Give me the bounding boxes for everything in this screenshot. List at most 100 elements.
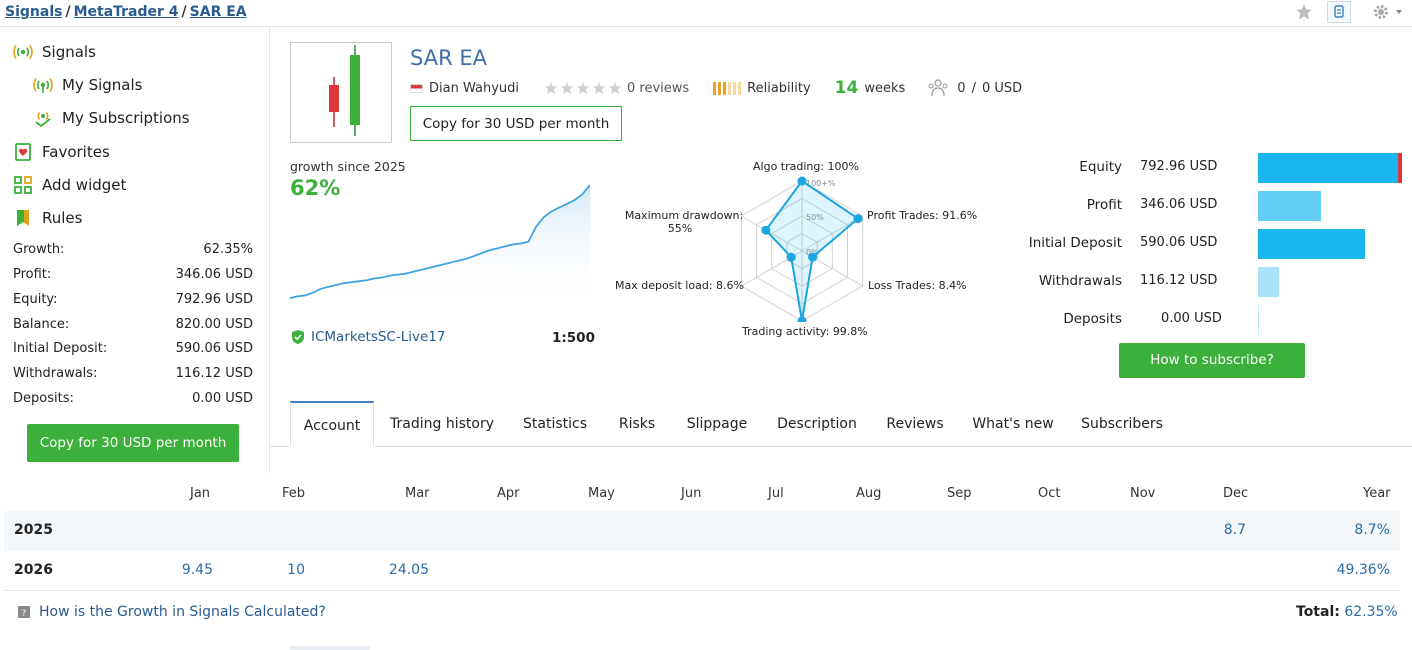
sidebar-copy-button[interactable]: Copy for 30 USD per month bbox=[27, 424, 239, 462]
bar-label-equity: Equity bbox=[1079, 159, 1122, 175]
growth-line bbox=[290, 184, 590, 300]
sidebar-item-favorites[interactable]: Favorites bbox=[12, 143, 110, 161]
radar-ring-label: 0% bbox=[806, 248, 819, 257]
mql-button[interactable] bbox=[1327, 1, 1351, 23]
stat-value: 62.35% bbox=[203, 242, 253, 257]
cell-mar[interactable]: 24.05 bbox=[388, 562, 429, 578]
help-link-text: How is the Growth in Signals Calculated? bbox=[39, 604, 326, 620]
sidebar-item-add-widget[interactable]: Add widget bbox=[12, 176, 126, 194]
rating-stars bbox=[544, 81, 623, 95]
subscribers-separator: / bbox=[971, 80, 976, 96]
radar-label-text: Maximum drawdown: bbox=[624, 209, 744, 222]
widget-icon bbox=[14, 176, 32, 194]
weeks-label: weeks bbox=[864, 80, 906, 96]
stars-icon bbox=[544, 82, 621, 94]
svg-text:?: ? bbox=[22, 609, 27, 618]
signal-icon bbox=[13, 45, 33, 59]
gear-icon[interactable] bbox=[1372, 3, 1406, 21]
sidebar-item-my-subscriptions[interactable]: My Subscriptions bbox=[32, 109, 190, 127]
sidebar-stat-deposits: Deposits: 0.00 USD bbox=[13, 391, 253, 406]
month-header: Apr bbox=[497, 486, 520, 501]
tab-risks[interactable]: Risks bbox=[618, 416, 656, 432]
tab-reviews[interactable]: Reviews bbox=[886, 416, 944, 432]
tab-description[interactable]: Description bbox=[777, 416, 857, 432]
breadcrumb-separator: / bbox=[65, 4, 71, 20]
breadcrumb-sar-ea[interactable]: SAR EA bbox=[189, 4, 247, 20]
radar-ring-label: 50% bbox=[806, 213, 824, 222]
bar-value-withdrawals: 116.12 USD bbox=[1140, 273, 1218, 288]
copy-button[interactable]: Copy for 30 USD per month bbox=[410, 106, 622, 141]
tab-whats-new[interactable]: What's new bbox=[972, 416, 1054, 432]
top-bar: Signals / MetaTrader 4/SAR EA bbox=[0, 0, 1412, 27]
row-year: 2025 bbox=[14, 522, 53, 538]
stat-label: Balance: bbox=[13, 317, 70, 332]
author-link[interactable]: Dian Wahyudi bbox=[429, 80, 519, 96]
broker-link[interactable]: ICMarketsSC-Live17 bbox=[290, 329, 445, 345]
reliability-icon bbox=[713, 81, 742, 95]
stat-value: 116.12 USD bbox=[175, 366, 253, 381]
sidebar-item-my-signals[interactable]: My Signals bbox=[32, 76, 142, 94]
sidebar: Signals My Signals My Subscriptions Favo… bbox=[0, 27, 270, 473]
radar-chart: 100+% 50% 0% bbox=[740, 176, 864, 322]
tab-statistics[interactable]: Statistics bbox=[523, 416, 587, 432]
bar-value-initial-deposit: 590.06 USD bbox=[1140, 235, 1218, 250]
radar-label-max-drawdown: Maximum drawdown: 55% bbox=[624, 209, 744, 235]
cell-feb[interactable]: 10 bbox=[287, 562, 305, 578]
signal-thumbnail bbox=[290, 42, 392, 143]
broker-name: ICMarketsSC-Live17 bbox=[311, 329, 446, 345]
radar-axis bbox=[801, 215, 863, 252]
breadcrumb-signals[interactable]: Signals bbox=[5, 4, 63, 20]
sidebar-item-rules[interactable]: Rules bbox=[12, 209, 82, 227]
month-header: Jun bbox=[681, 486, 702, 501]
sidebar-item-label: Signals bbox=[42, 43, 96, 61]
radar-label-value: 55% bbox=[667, 222, 693, 235]
bar-withdrawals bbox=[1258, 267, 1279, 297]
stat-value: 590.06 USD bbox=[175, 341, 253, 356]
bar-value-deposits: 0.00 USD bbox=[1161, 311, 1222, 326]
rules-icon bbox=[17, 210, 29, 226]
how-to-subscribe-button[interactable]: How to subscribe? bbox=[1119, 343, 1305, 378]
bar-value-profit: 346.06 USD bbox=[1140, 197, 1218, 212]
month-header: Dec bbox=[1223, 486, 1249, 501]
subscribers-icon bbox=[928, 79, 948, 97]
table-row bbox=[4, 511, 1400, 551]
tab-slippage[interactable]: Slippage bbox=[686, 416, 748, 432]
tab-subscribers[interactable]: Subscribers bbox=[1081, 416, 1163, 432]
growth-label: growth since 2025 bbox=[290, 159, 406, 174]
star-icon[interactable] bbox=[1295, 3, 1313, 21]
subscribers-count: 0 bbox=[957, 80, 966, 96]
stat-label: Initial Deposit: bbox=[13, 341, 108, 356]
tab-trading-history[interactable]: Trading history bbox=[390, 416, 494, 432]
radar-point bbox=[786, 252, 796, 262]
year-header: Year bbox=[1363, 486, 1391, 501]
stat-label: Withdrawals: bbox=[13, 366, 98, 381]
tab-account[interactable]: Account bbox=[290, 401, 374, 447]
cell-jan[interactable]: 9.45 bbox=[181, 562, 213, 578]
stat-label: Growth: bbox=[13, 242, 65, 257]
growth-help-link[interactable]: ? How is the Growth in Signals Calculate… bbox=[18, 604, 326, 620]
radar-label-algo-trading: Algo trading: 100% bbox=[753, 160, 860, 173]
flag-icon bbox=[410, 83, 423, 93]
bar-label-profit: Profit bbox=[1086, 197, 1122, 213]
mql-icon bbox=[1334, 5, 1344, 18]
bar-equity bbox=[1258, 153, 1402, 183]
sidebar-stat-growth: Growth: 62.35% bbox=[13, 242, 253, 257]
stat-label: Profit: bbox=[13, 267, 52, 282]
total-growth: Total: 62.35% bbox=[1296, 604, 1398, 620]
breadcrumb-metatrader4[interactable]: MetaTrader 4 bbox=[73, 4, 179, 20]
breadcrumb-separator: / bbox=[181, 4, 187, 20]
radar-axis bbox=[741, 215, 803, 252]
sidebar-item-label: Rules bbox=[42, 209, 83, 227]
cell-dec[interactable]: 8.7 bbox=[1223, 522, 1246, 538]
bar-profit bbox=[1258, 191, 1321, 221]
stat-value: 820.00 USD bbox=[175, 317, 253, 332]
next-section-edge bbox=[290, 646, 370, 650]
radar-points bbox=[761, 176, 863, 322]
sidebar-item-signals[interactable]: Signals bbox=[12, 43, 96, 61]
reviews-link[interactable]: 0 reviews bbox=[626, 80, 690, 96]
radar-point bbox=[797, 316, 807, 322]
signal-icon bbox=[33, 78, 53, 93]
reliability-label: Reliability bbox=[747, 80, 811, 96]
bar-label-initial-deposit: Initial Deposit bbox=[1028, 235, 1122, 251]
tab-bar: Account Trading history Statistics Risks… bbox=[270, 401, 1412, 447]
